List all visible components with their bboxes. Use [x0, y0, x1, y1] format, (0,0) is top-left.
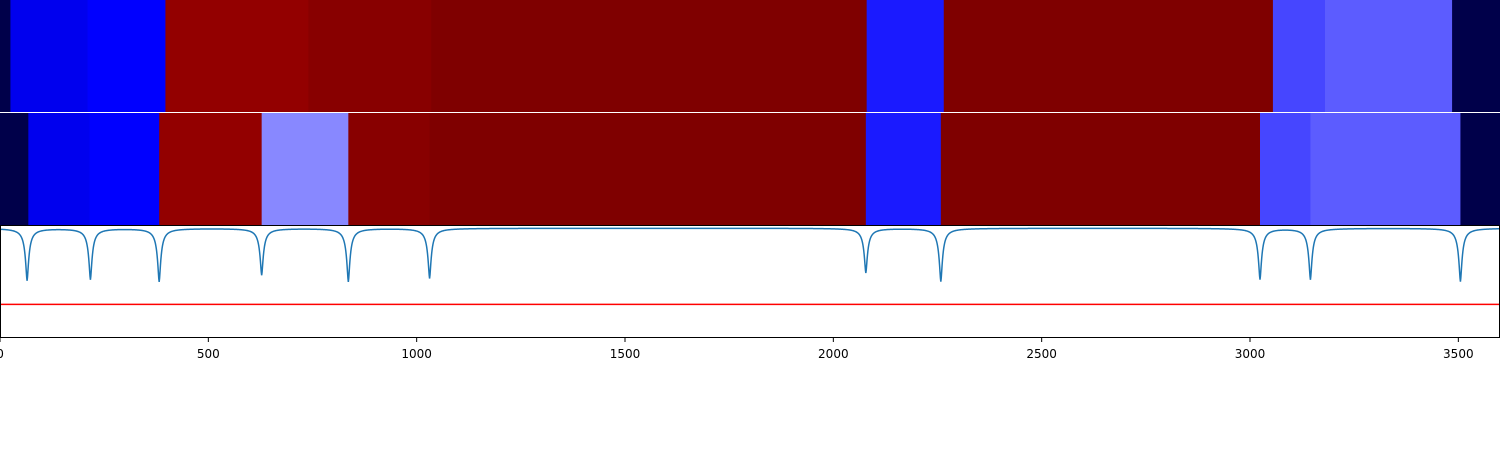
heat-cell-0-6: [866, 0, 945, 112]
heat-cell-1-9: [1260, 113, 1312, 225]
x-tick-label-1500: 1500: [610, 347, 641, 361]
heat-cell-1-1: [28, 113, 91, 225]
heat-cell-0-9: [1325, 0, 1453, 112]
x-tick-label-1000: 1000: [401, 347, 432, 361]
heat-cell-0-8: [1272, 0, 1326, 112]
heat-cell-1-3: [159, 113, 263, 225]
signal-line: [0, 227, 1500, 283]
heat-cell-1-0: [0, 113, 29, 225]
heat-cell-1-4: [261, 113, 349, 225]
x-tick-label-500: 500: [197, 347, 220, 361]
heatmap-row-top: [0, 0, 1500, 112]
heat-cell-1-7: [865, 113, 942, 225]
x-tick-label-0: 0: [0, 347, 4, 361]
x-tick-label-3500: 3500: [1443, 347, 1474, 361]
x-axis: 0 500 1000 1500 2000 2500 3000 3500: [0, 338, 1474, 361]
heat-cell-1-10: [1310, 113, 1462, 225]
heat-cell-1-5: [348, 113, 431, 225]
x-tick-label-2500: 2500: [1026, 347, 1057, 361]
heat-cell-1-8: [940, 113, 1261, 225]
heat-cell-1-6: [429, 113, 867, 225]
heat-cell-0-0: [0, 0, 12, 112]
heat-cell-0-2: [87, 0, 167, 112]
x-tick-label-2000: 2000: [818, 347, 849, 361]
line-panel: [0, 225, 1500, 338]
heat-cell-0-1: [10, 0, 89, 112]
heatmap-row-bottom: [0, 113, 1500, 225]
heat-cell-0-10: [1452, 0, 1500, 112]
heat-cell-0-4: [308, 0, 432, 112]
heat-cell-0-3: [165, 0, 309, 112]
x-tick-label-3000: 3000: [1235, 347, 1266, 361]
heat-cell-0-7: [943, 0, 1274, 112]
heat-cell-0-5: [431, 0, 868, 112]
heat-cell-1-2: [89, 113, 160, 225]
line-panel-frame: [0, 225, 1500, 338]
heat-cell-1-11: [1460, 113, 1500, 225]
